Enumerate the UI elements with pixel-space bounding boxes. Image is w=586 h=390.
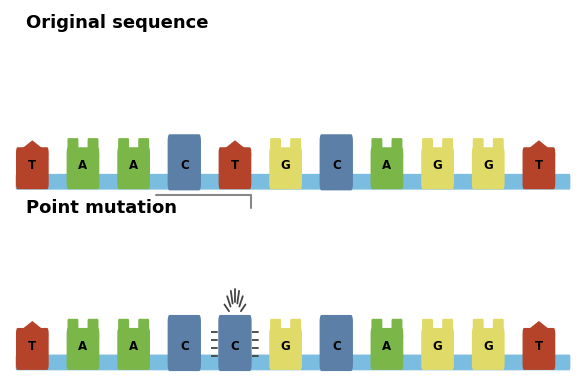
FancyBboxPatch shape	[269, 328, 302, 370]
FancyBboxPatch shape	[472, 328, 505, 370]
FancyBboxPatch shape	[370, 328, 403, 370]
Polygon shape	[220, 141, 250, 153]
Text: T: T	[231, 159, 239, 172]
FancyBboxPatch shape	[372, 319, 382, 338]
FancyBboxPatch shape	[138, 319, 149, 338]
FancyBboxPatch shape	[270, 319, 281, 338]
Polygon shape	[18, 322, 47, 334]
FancyBboxPatch shape	[442, 319, 453, 338]
FancyBboxPatch shape	[168, 134, 201, 190]
Text: A: A	[382, 159, 391, 172]
Polygon shape	[524, 141, 554, 153]
FancyBboxPatch shape	[87, 138, 98, 157]
Polygon shape	[18, 153, 47, 155]
Text: A: A	[79, 159, 87, 172]
FancyBboxPatch shape	[118, 138, 129, 157]
Polygon shape	[68, 335, 98, 337]
Text: T: T	[535, 340, 543, 353]
Text: T: T	[28, 340, 36, 353]
Polygon shape	[271, 335, 301, 337]
Text: A: A	[129, 159, 138, 172]
FancyBboxPatch shape	[473, 138, 483, 157]
Polygon shape	[18, 141, 47, 153]
Polygon shape	[372, 154, 401, 156]
Polygon shape	[68, 154, 98, 156]
FancyBboxPatch shape	[319, 134, 353, 190]
FancyBboxPatch shape	[168, 315, 201, 371]
FancyBboxPatch shape	[493, 319, 504, 338]
Text: A: A	[79, 340, 87, 353]
FancyBboxPatch shape	[269, 147, 302, 189]
Polygon shape	[372, 335, 401, 337]
Polygon shape	[524, 334, 554, 336]
FancyBboxPatch shape	[16, 328, 49, 370]
Text: C: C	[180, 159, 189, 172]
FancyBboxPatch shape	[442, 138, 453, 157]
Polygon shape	[18, 334, 47, 336]
Polygon shape	[524, 322, 554, 334]
FancyBboxPatch shape	[138, 138, 149, 157]
FancyBboxPatch shape	[421, 147, 454, 189]
Polygon shape	[119, 335, 148, 337]
Text: C: C	[332, 340, 340, 353]
Text: G: G	[432, 159, 442, 172]
FancyBboxPatch shape	[290, 319, 301, 338]
Text: T: T	[535, 159, 543, 172]
FancyBboxPatch shape	[391, 138, 403, 157]
Text: T: T	[28, 159, 36, 172]
FancyBboxPatch shape	[67, 147, 100, 189]
FancyBboxPatch shape	[16, 174, 570, 190]
Polygon shape	[423, 154, 452, 156]
Polygon shape	[473, 154, 503, 156]
Text: Point mutation: Point mutation	[26, 199, 177, 217]
FancyBboxPatch shape	[422, 138, 433, 157]
Polygon shape	[524, 153, 554, 155]
Text: C: C	[180, 340, 189, 353]
Polygon shape	[119, 154, 148, 156]
FancyBboxPatch shape	[117, 328, 150, 370]
FancyBboxPatch shape	[523, 147, 556, 189]
Text: G: G	[432, 340, 442, 353]
Text: A: A	[129, 340, 138, 353]
FancyBboxPatch shape	[67, 328, 100, 370]
FancyBboxPatch shape	[421, 328, 454, 370]
Text: C: C	[332, 159, 340, 172]
FancyBboxPatch shape	[422, 319, 433, 338]
Text: Original sequence: Original sequence	[26, 14, 209, 32]
FancyBboxPatch shape	[117, 147, 150, 189]
FancyBboxPatch shape	[67, 138, 79, 157]
Text: C: C	[230, 340, 239, 353]
Polygon shape	[220, 153, 250, 155]
Polygon shape	[473, 335, 503, 337]
FancyBboxPatch shape	[290, 138, 301, 157]
Polygon shape	[271, 154, 301, 156]
Polygon shape	[423, 335, 452, 337]
FancyBboxPatch shape	[472, 147, 505, 189]
FancyBboxPatch shape	[493, 138, 504, 157]
FancyBboxPatch shape	[16, 147, 49, 189]
FancyBboxPatch shape	[473, 319, 483, 338]
FancyBboxPatch shape	[218, 315, 251, 371]
FancyBboxPatch shape	[319, 315, 353, 371]
FancyBboxPatch shape	[87, 319, 98, 338]
Text: G: G	[483, 159, 493, 172]
FancyBboxPatch shape	[219, 147, 251, 189]
Text: G: G	[281, 340, 291, 353]
FancyBboxPatch shape	[372, 138, 382, 157]
FancyBboxPatch shape	[270, 138, 281, 157]
Text: G: G	[281, 159, 291, 172]
FancyBboxPatch shape	[391, 319, 403, 338]
FancyBboxPatch shape	[523, 328, 556, 370]
Text: A: A	[382, 340, 391, 353]
FancyBboxPatch shape	[16, 355, 570, 370]
Text: G: G	[483, 340, 493, 353]
FancyBboxPatch shape	[370, 147, 403, 189]
FancyBboxPatch shape	[118, 319, 129, 338]
FancyBboxPatch shape	[67, 319, 79, 338]
